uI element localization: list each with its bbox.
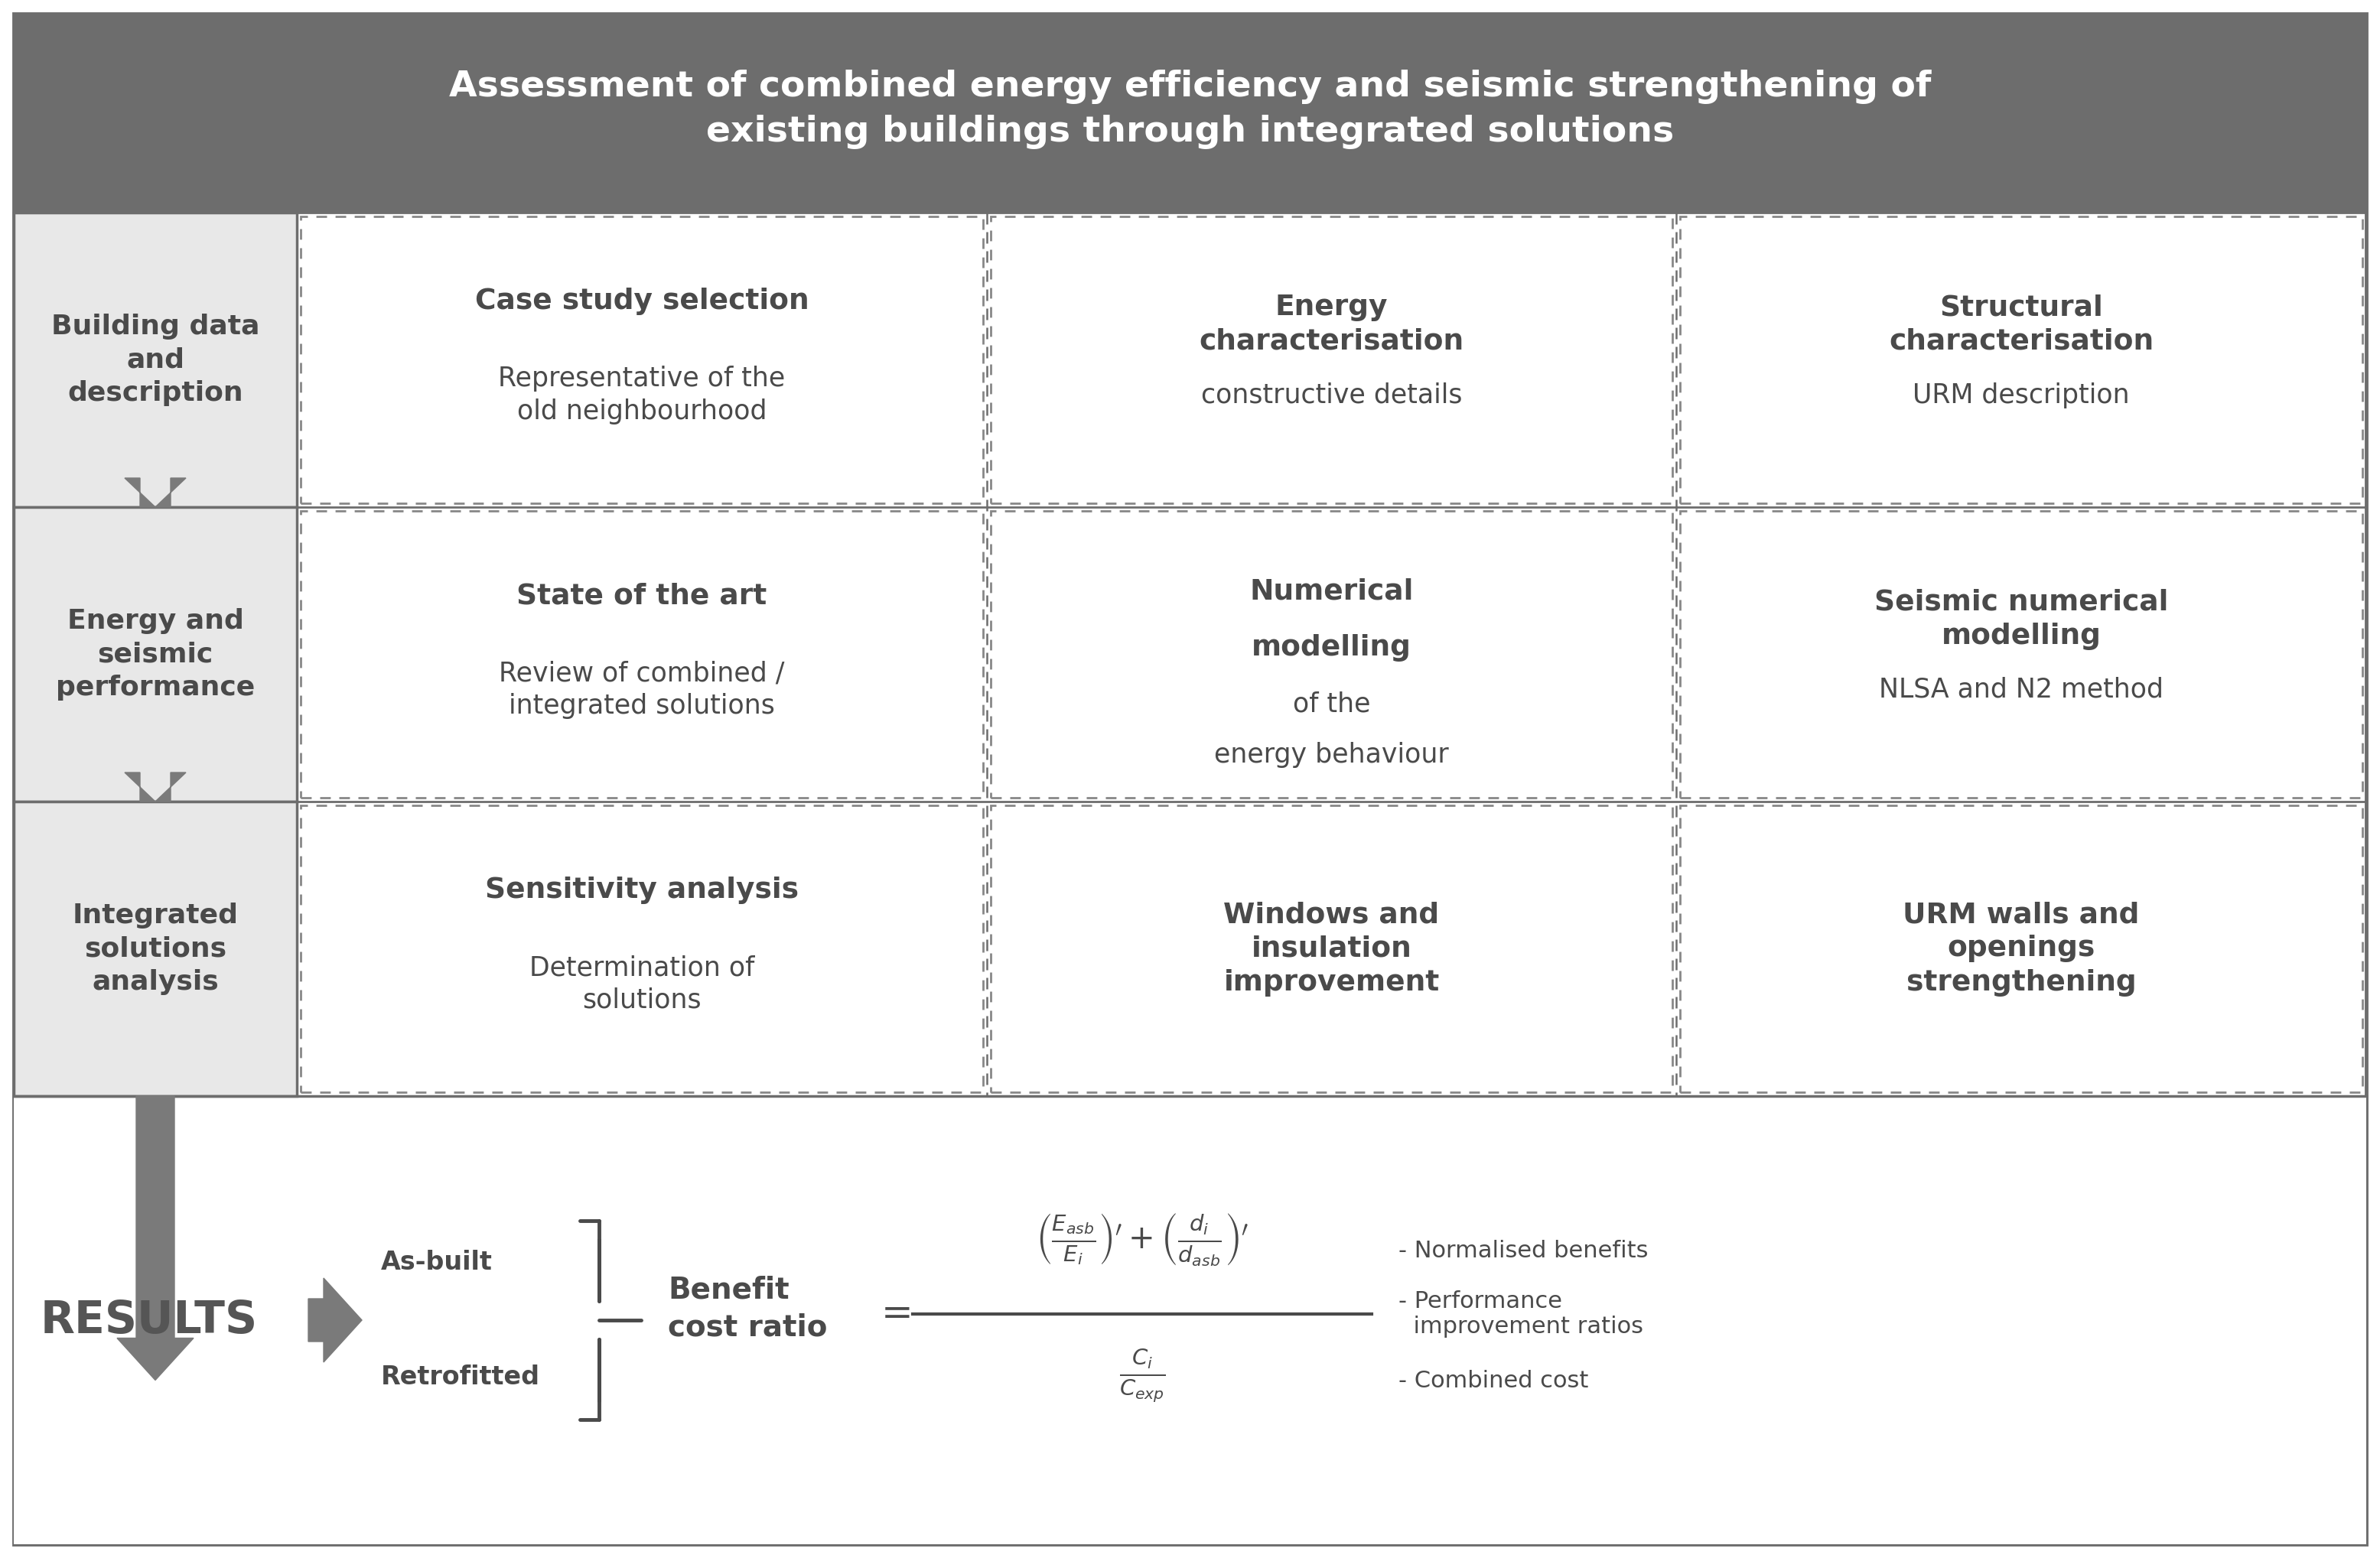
FancyBboxPatch shape [300,805,983,1092]
Text: $\frac{C_i}{C_{exp}}$: $\frac{C_i}{C_{exp}}$ [1119,1346,1166,1404]
Text: URM description: URM description [1914,382,2130,408]
Text: - Combined cost: - Combined cost [1399,1369,1587,1393]
Text: =: = [881,1296,914,1332]
Polygon shape [117,1095,193,1380]
Text: Seismic numerical
modelling: Seismic numerical modelling [1875,589,2168,650]
FancyBboxPatch shape [990,217,1673,503]
Text: Representative of the
old neighbourhood: Representative of the old neighbourhood [497,366,785,424]
FancyBboxPatch shape [14,212,298,506]
Text: Energy and
seismic
performance: Energy and seismic performance [55,608,255,701]
FancyBboxPatch shape [14,1095,2366,1544]
Text: Windows and
insulation
improvement: Windows and insulation improvement [1223,901,1440,997]
Text: State of the art: State of the art [516,583,766,611]
Polygon shape [309,1278,362,1362]
Polygon shape [124,773,186,801]
Text: - Performance
  improvement ratios: - Performance improvement ratios [1399,1290,1642,1338]
Text: $\left(\frac{E_{asb}}{E_i}\right)' + \left(\frac{d_i}{d_{asb}}\right)'$: $\left(\frac{E_{asb}}{E_i}\right)' + \le… [1035,1212,1250,1268]
Text: Energy
characterisation: Energy characterisation [1200,294,1464,355]
FancyBboxPatch shape [300,217,983,503]
Text: Numerical: Numerical [1250,578,1414,606]
Text: RESULTS: RESULTS [40,1298,257,1341]
Text: Review of combined /
integrated solutions: Review of combined / integrated solution… [500,661,785,718]
Text: Sensitivity analysis: Sensitivity analysis [486,877,800,905]
FancyBboxPatch shape [14,14,2366,1544]
FancyBboxPatch shape [1680,805,2363,1092]
Text: As-built: As-built [381,1250,493,1276]
FancyBboxPatch shape [14,506,298,801]
Text: Case study selection: Case study selection [474,288,809,316]
FancyBboxPatch shape [300,511,983,798]
Text: energy behaviour: energy behaviour [1214,742,1449,768]
Text: URM walls and
openings
strengthening: URM walls and openings strengthening [1904,901,2140,997]
Text: of the: of the [1292,692,1371,717]
Text: - Normalised benefits: - Normalised benefits [1399,1240,1649,1262]
FancyBboxPatch shape [1680,217,2363,503]
Text: modelling: modelling [1252,634,1411,662]
Text: constructive details: constructive details [1202,382,1461,408]
Text: Assessment of combined energy efficiency and seismic strengthening of
existing b: Assessment of combined energy efficiency… [450,70,1930,150]
FancyBboxPatch shape [990,805,1673,1092]
FancyBboxPatch shape [1680,511,2363,798]
Text: Structural
characterisation: Structural characterisation [1890,294,2154,355]
FancyBboxPatch shape [990,511,1673,798]
Text: Building data
and
description: Building data and description [50,313,259,407]
Text: Determination of
solutions: Determination of solutions [528,955,754,1013]
Text: Retrofitted: Retrofitted [381,1365,540,1390]
Text: Integrated
solutions
analysis: Integrated solutions analysis [71,902,238,996]
Text: Benefit
cost ratio: Benefit cost ratio [669,1276,828,1341]
FancyBboxPatch shape [14,14,2366,212]
FancyBboxPatch shape [14,801,298,1095]
Text: NLSA and N2 method: NLSA and N2 method [1880,676,2163,703]
Polygon shape [124,478,186,506]
